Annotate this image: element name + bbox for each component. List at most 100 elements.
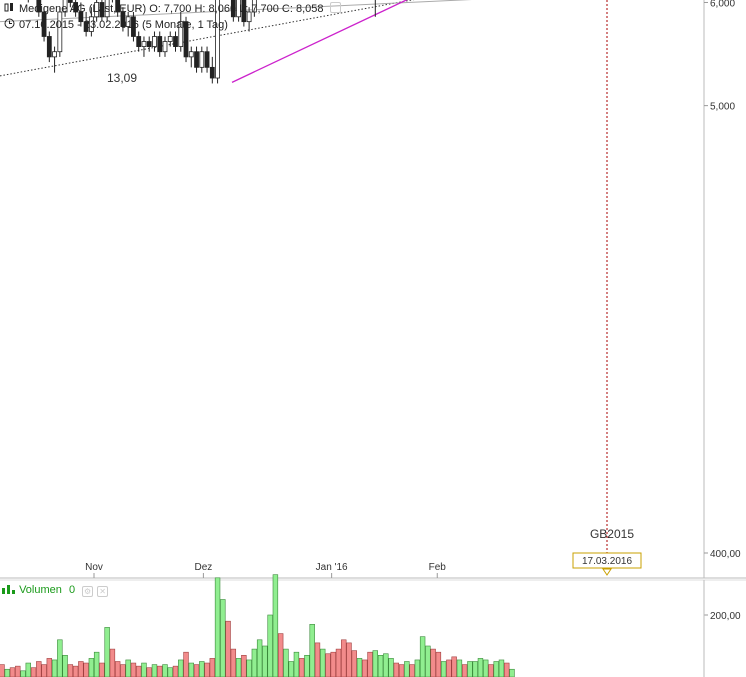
volume-bar [136, 665, 142, 677]
volume-tick-label: 400,00 [710, 549, 741, 560]
candle-body [115, 0, 121, 13]
volume-bar [130, 662, 137, 677]
candle-body [194, 51, 199, 68]
candle-body [199, 51, 205, 68]
candle-body [183, 21, 189, 58]
volume-bar [461, 664, 468, 677]
volume-label: Volumen [19, 584, 62, 596]
volume-bar [483, 659, 489, 677]
candle-body [246, 11, 252, 23]
candle-body [88, 16, 94, 32]
candle-body [73, 2, 79, 13]
candle-body [136, 36, 142, 47]
volume-bar [57, 639, 63, 677]
candle-body [41, 11, 47, 37]
volume-bar [472, 661, 478, 677]
volume-bar [425, 645, 431, 677]
y-tick-label: 6,000 [710, 0, 735, 9]
candle-body [94, 2, 100, 18]
candle-body [62, 0, 68, 13]
volume-bar [304, 654, 310, 677]
candle-body [120, 11, 126, 27]
volume-bar [225, 620, 231, 677]
volume-bar [293, 651, 300, 677]
candlestick-icon [4, 3, 13, 12]
volume-bar [419, 636, 426, 677]
volume-bar [325, 653, 331, 677]
candle-body [152, 36, 157, 47]
event-date-label: 17.03.2016 [582, 556, 632, 567]
volume-bar [456, 659, 463, 677]
volume-bar [0, 664, 5, 677]
volume-bar [220, 599, 226, 677]
volume-bar [146, 667, 152, 677]
volume-bar [172, 665, 179, 677]
chart-header-title: Medigene AG (Last, EUR) O: 7,700 H: 8,06… [4, 2, 341, 15]
volume-bar [488, 664, 494, 677]
volume-bar [377, 654, 384, 677]
volume-bar [398, 664, 405, 677]
volume-bar [93, 651, 100, 677]
volume-bar [309, 623, 315, 677]
volume-bar [288, 661, 294, 677]
candle-body [209, 66, 215, 79]
volume-bar [440, 661, 447, 677]
candle-body [230, 0, 236, 18]
volume-bar [446, 659, 452, 677]
volume-bar [41, 664, 47, 677]
candle-body [36, 0, 42, 13]
volume-bar [230, 648, 237, 677]
volume-bar [214, 577, 221, 677]
volume-bar [162, 664, 168, 677]
header-date-range: 07.10.2015 - 23.02.2016 (5 Monate, 1 Tag… [19, 19, 228, 31]
volume-bar [83, 662, 89, 677]
volume-bar [151, 664, 158, 677]
x-tick-label: Feb [429, 562, 447, 573]
volume-bar [141, 662, 147, 677]
volume-bar [167, 667, 173, 677]
volume-bar [4, 668, 10, 677]
volume-settings-icon[interactable]: ⚙ [82, 586, 94, 597]
volume-bar [467, 661, 473, 677]
candle-body [99, 2, 105, 18]
volume-bar [267, 614, 273, 677]
volume-bar [178, 659, 184, 677]
candle-body [131, 16, 136, 37]
volume-close-icon[interactable]: ✕ [97, 586, 109, 597]
volume-bar [51, 659, 58, 677]
x-tick-label: Jan '16 [316, 562, 348, 573]
volume-bar [114, 661, 121, 677]
volume-bar [367, 651, 373, 677]
level-label-1309: 13,09 [107, 71, 137, 85]
volume-bar [320, 648, 326, 677]
volume-bar [204, 662, 210, 677]
volume-bar [409, 664, 415, 677]
volume-bar [430, 648, 436, 677]
volume-bar [20, 670, 26, 677]
volume-bar [277, 633, 284, 677]
settings-icon[interactable] [329, 2, 341, 13]
volume-bar [36, 661, 42, 677]
candle-body [241, 0, 247, 23]
volume-bar [256, 639, 263, 677]
volume-bar [498, 659, 505, 677]
candle-body [67, 0, 73, 3]
volume-bar [372, 650, 378, 677]
volume-bar [209, 658, 216, 677]
volume-bar [356, 658, 363, 677]
trendline-dotted-lower [0, 0, 415, 77]
volume-bar [414, 659, 421, 677]
volume-bar [351, 650, 357, 677]
candle-body [83, 21, 89, 32]
candle-body [146, 41, 152, 47]
candle-body [78, 11, 84, 23]
event-date-pointer [602, 568, 612, 576]
volume-bar [104, 627, 110, 677]
volume-bar [109, 648, 116, 677]
candle-body [173, 36, 178, 47]
candle-body [215, 0, 220, 79]
volume-bar [298, 658, 305, 677]
volume-bar [314, 642, 321, 677]
